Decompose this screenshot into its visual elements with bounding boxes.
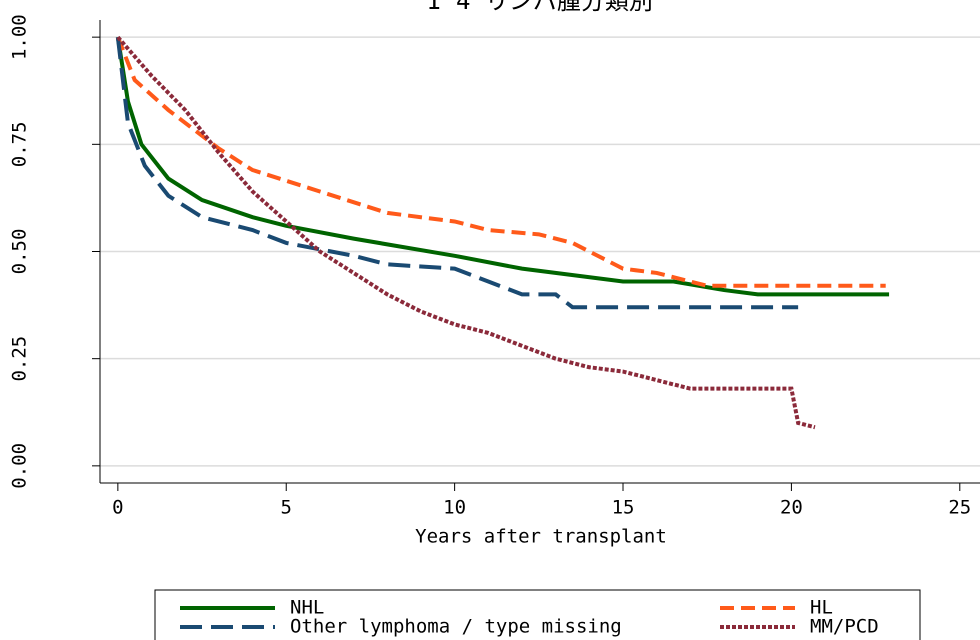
legend-label: MM/PCD <box>810 616 879 638</box>
legend-box <box>154 589 921 640</box>
x-tick-label: 25 <box>948 497 971 519</box>
y-tick-label: 0.75 <box>9 121 31 167</box>
series-line <box>115 36 890 297</box>
x-tick-label: 20 <box>780 497 803 519</box>
y-tick-label: 0.50 <box>9 229 31 275</box>
x-tick-label: 5 <box>281 497 292 519</box>
x-axis-label: Years after transplant <box>415 526 667 548</box>
series-line <box>115 36 799 310</box>
x-tick-label: 10 <box>443 497 466 519</box>
legend-label: HL <box>810 597 833 619</box>
y-tick-label: 1.00 <box>9 14 31 60</box>
y-tick-label: 0.00 <box>9 443 31 489</box>
legend-label: NHL <box>290 597 324 619</box>
legend-label: Other lymphoma / type missing <box>290 616 622 638</box>
x-tick-label: 15 <box>612 497 635 519</box>
x-tick-label: 0 <box>112 497 123 519</box>
series-line <box>115 36 886 288</box>
chart-title: I 4 リンパ腫分類別 <box>427 0 653 15</box>
series-line <box>116 35 816 430</box>
y-tick-label: 0.25 <box>9 336 31 382</box>
